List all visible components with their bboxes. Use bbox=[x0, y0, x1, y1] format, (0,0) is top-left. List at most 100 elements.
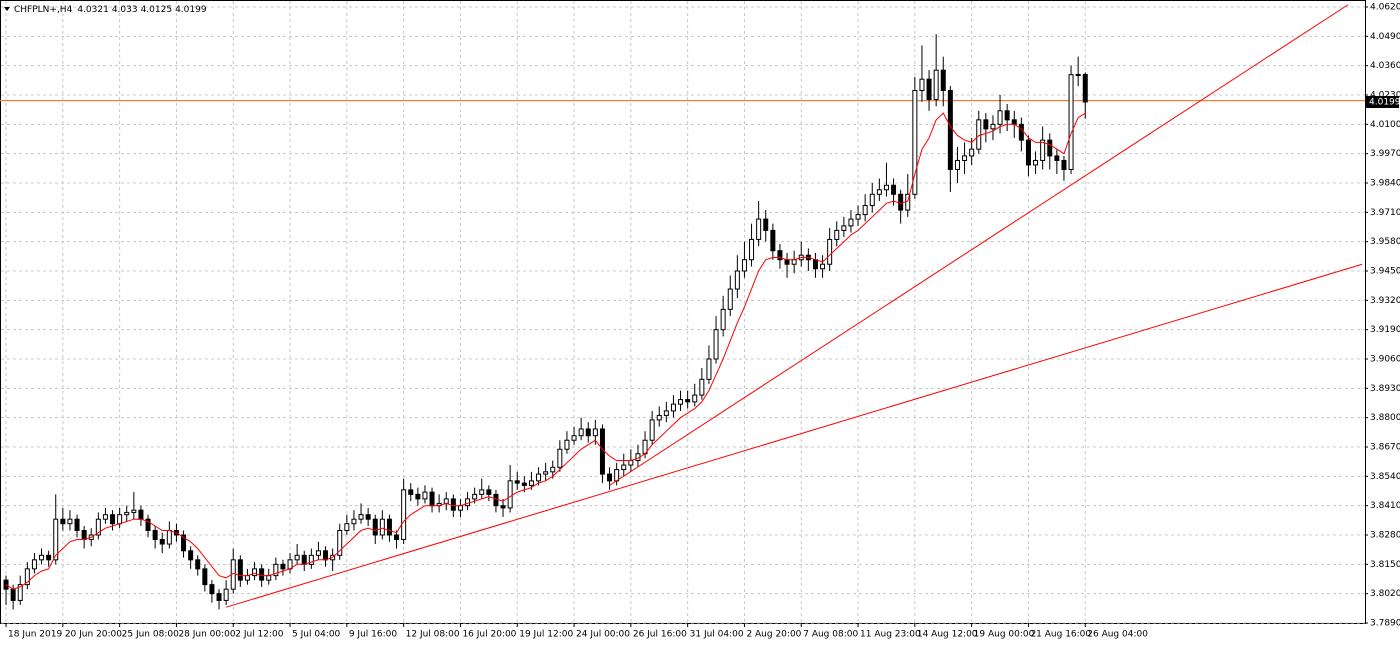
candle-body bbox=[117, 514, 123, 525]
price-tag-label: 4.0199 bbox=[1369, 97, 1400, 107]
candle-body bbox=[876, 189, 882, 195]
candle-body bbox=[940, 69, 946, 91]
candle-body bbox=[713, 329, 719, 360]
y-tick-label: 3.9060 bbox=[1370, 355, 1400, 365]
y-tick-label: 3.8930 bbox=[1370, 384, 1400, 394]
candle-body bbox=[166, 529, 172, 545]
candle-body bbox=[862, 205, 868, 216]
candle-body bbox=[95, 518, 101, 536]
candle-body bbox=[1025, 139, 1031, 166]
y-tick-label: 3.9710 bbox=[1370, 208, 1400, 218]
candle-body bbox=[848, 218, 854, 227]
x-tick-label: 19 Jul 12:00 bbox=[519, 630, 573, 640]
y-tick-label: 3.8150 bbox=[1370, 560, 1400, 570]
candle-body bbox=[457, 505, 463, 511]
close-value: 4.0199 bbox=[175, 5, 207, 15]
candle-body bbox=[344, 523, 350, 531]
candle-body bbox=[706, 358, 712, 380]
candle-body bbox=[692, 394, 698, 403]
x-tick-label: 16 Jul 20:00 bbox=[462, 630, 516, 640]
y-tick-label: 4.0230 bbox=[1370, 91, 1400, 101]
candle-body bbox=[1047, 139, 1053, 157]
candle-body bbox=[834, 229, 840, 240]
candle-body bbox=[741, 259, 747, 272]
x-tick-label: 14 Aug 12:00 bbox=[917, 630, 978, 640]
candle-body bbox=[31, 559, 37, 570]
candle-body bbox=[145, 518, 151, 531]
marks bbox=[0, 4, 1365, 610]
candle-body bbox=[379, 518, 385, 536]
y-tick-label: 3.8670 bbox=[1370, 443, 1400, 453]
y-tick-label: 3.8800 bbox=[1370, 413, 1400, 423]
candle-body bbox=[784, 259, 790, 265]
candle-body bbox=[1061, 159, 1067, 170]
candle-body bbox=[734, 270, 740, 290]
x-tick-label: 7 Aug 08:00 bbox=[803, 630, 858, 640]
candle-body bbox=[81, 529, 87, 541]
y-tick-label: 3.8540 bbox=[1370, 472, 1400, 482]
candle-body bbox=[74, 518, 80, 531]
candle-body bbox=[46, 554, 52, 561]
candle-body bbox=[869, 193, 875, 207]
x-tick-label: 9 Jul 16:00 bbox=[349, 630, 398, 640]
candle-body bbox=[195, 559, 201, 570]
candle-body bbox=[266, 575, 272, 581]
candle-body bbox=[926, 78, 932, 101]
high-value: 4.033 bbox=[112, 5, 138, 15]
candle-body bbox=[429, 491, 435, 507]
candle-body bbox=[883, 184, 889, 191]
plot-frame bbox=[0, 0, 1366, 624]
candle-body bbox=[983, 119, 989, 130]
candle-body bbox=[898, 193, 904, 211]
price-tag bbox=[1366, 95, 1399, 108]
x-tick-label: 2 Jul 12:00 bbox=[235, 630, 284, 640]
candle-body bbox=[301, 554, 307, 565]
candle-body bbox=[202, 568, 208, 586]
candle-body bbox=[10, 588, 16, 601]
trendline bbox=[225, 263, 1363, 608]
candle-body bbox=[763, 218, 769, 231]
y-tick-label: 3.9970 bbox=[1370, 149, 1400, 159]
candle-body bbox=[408, 489, 414, 495]
y-tick-label: 3.8020 bbox=[1370, 589, 1400, 599]
candle-body bbox=[422, 491, 428, 500]
candle-body bbox=[1068, 74, 1074, 170]
y-tick-label: 4.0620 bbox=[1370, 3, 1400, 13]
candle-body bbox=[812, 259, 818, 270]
candle-body bbox=[855, 214, 861, 220]
candle-body bbox=[372, 518, 378, 536]
candle-body bbox=[315, 550, 321, 556]
candle-body bbox=[273, 563, 279, 577]
candle-body bbox=[323, 550, 329, 561]
candle-body bbox=[756, 218, 762, 240]
candle-body bbox=[358, 514, 364, 520]
symbol: CHFPLN+,H4 bbox=[14, 5, 73, 15]
candle-body bbox=[443, 498, 449, 504]
candle-body bbox=[521, 482, 527, 486]
candle-body bbox=[1075, 73, 1081, 76]
candle-body bbox=[699, 378, 705, 396]
candle-body bbox=[216, 593, 222, 601]
candle-body bbox=[514, 480, 520, 484]
candle-body bbox=[472, 493, 478, 500]
candle-body bbox=[244, 575, 250, 581]
candle-body bbox=[954, 159, 960, 170]
x-tick-label: 11 Aug 23:00 bbox=[860, 630, 921, 640]
candle-body bbox=[614, 469, 620, 482]
x-tick-label: 25 Jun 08:00 bbox=[122, 630, 179, 640]
x-tick-label: 21 Aug 16:00 bbox=[1030, 630, 1091, 640]
labels: 4.0620 4.0490 4.0360 4.0230 4.0100 3.9970 3.98… bbox=[8, 3, 1400, 640]
candle-body bbox=[685, 399, 691, 403]
candle-body bbox=[365, 514, 371, 520]
y-tick-label: 3.8410 bbox=[1370, 501, 1400, 511]
candle-body bbox=[67, 518, 73, 525]
moving-average bbox=[5, 112, 1086, 590]
candle-body bbox=[159, 539, 165, 545]
candle-body bbox=[628, 460, 634, 466]
candle-body bbox=[401, 489, 407, 541]
y-tick-label: 4.0360 bbox=[1370, 61, 1400, 71]
candle-body bbox=[564, 439, 570, 450]
candle-body bbox=[976, 119, 982, 150]
x-tick-label: 20 Jun 20:00 bbox=[65, 630, 122, 640]
